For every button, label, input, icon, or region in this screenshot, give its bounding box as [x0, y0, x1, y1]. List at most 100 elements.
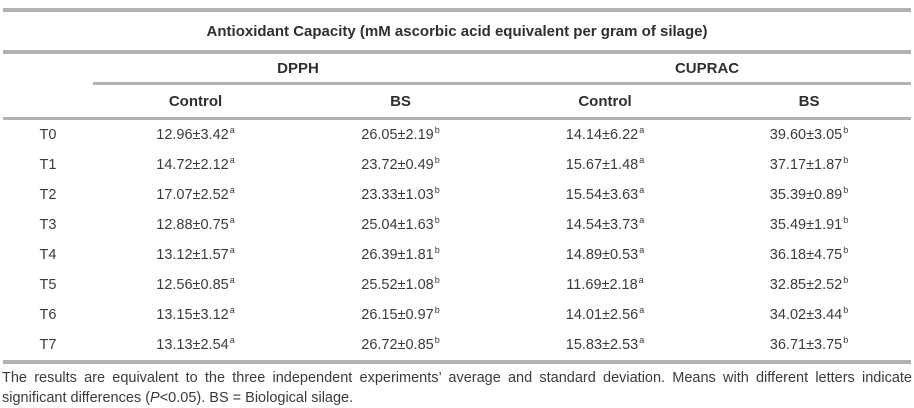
- table-cell: 12.96±3.42a: [93, 119, 298, 151]
- superscript-letter: a: [639, 155, 645, 166]
- table-cell: 35.39±0.89b: [707, 180, 911, 210]
- row-label: T0: [39, 127, 57, 143]
- superscript-letter: a: [229, 125, 235, 136]
- value-text: 12.56±0.85: [156, 277, 229, 293]
- superscript-letter: a: [229, 305, 235, 316]
- value-text: 15.54±3.63: [565, 187, 639, 203]
- table-row-t0: T0 12.96±3.42a 26.05±2.19b 14.14±6.22a 3…: [3, 119, 911, 151]
- value-text: 14.01±2.56: [565, 307, 639, 323]
- table-cell: 15.83±2.53a: [503, 330, 707, 364]
- superscript-letter: a: [639, 215, 645, 226]
- table-row-t5: T5 12.56±0.85a 25.52±1.08b 11.69±2.18a 3…: [3, 270, 911, 300]
- col-header-dpph-bs: BS: [298, 83, 503, 120]
- value-text: 11.69±2.18: [566, 277, 638, 293]
- value-text: 26.39±1.81: [361, 247, 434, 263]
- table-row-t4: T4 13.12±1.57a 26.39±1.81b 14.89±0.53a 3…: [3, 240, 911, 270]
- table-cell: 14.14±6.22a: [503, 119, 707, 151]
- value-text: 13.15±3.12: [156, 307, 229, 323]
- value-text: 14.14±6.22: [565, 127, 639, 143]
- table-cell: 39.60±3.05b: [707, 119, 911, 151]
- table-row-t7: T7 13.13±2.54a 26.72±0.85b 15.83±2.53a 3…: [3, 330, 912, 364]
- table-cell: 26.39±1.81b: [298, 240, 503, 270]
- table-cell: 26.05±2.19b: [298, 119, 503, 151]
- superscript-letter: b: [434, 245, 440, 256]
- value-text: 34.02±3.44: [769, 307, 843, 323]
- table-cell: 13.12±1.57a: [93, 240, 298, 270]
- value-text: 36.18±4.75: [769, 247, 843, 263]
- superscript-letter: b: [434, 185, 440, 196]
- table-cell: 14.54±3.73a: [503, 210, 707, 240]
- antioxidant-capacity-table: Antioxidant Capacity (mM ascorbic acid e…: [3, 8, 912, 364]
- value-text: 12.88±0.75: [156, 217, 229, 233]
- value-text: 35.39±0.89: [769, 187, 843, 203]
- superscript-letter: a: [229, 155, 235, 166]
- superscript-letter: b: [843, 125, 849, 136]
- value-text: 23.33±1.03: [361, 187, 434, 203]
- table-cell: 23.33±1.03b: [298, 180, 503, 210]
- row-label: T4: [39, 247, 57, 263]
- table-cell: 13.15±3.12a: [93, 300, 298, 330]
- group-header-row: DPPH CUPRAC: [3, 52, 912, 85]
- table-cell: 11.69±2.18a: [503, 270, 707, 300]
- superscript-letter: b: [843, 155, 849, 166]
- superscript-letter: b: [843, 245, 849, 256]
- superscript-letter: b: [434, 305, 440, 316]
- value-text: 32.85±2.52: [769, 277, 843, 293]
- table-cell: 15.54±3.63a: [503, 180, 707, 210]
- col-header-cuprac-bs: BS: [707, 83, 912, 120]
- table-cell: 12.88±0.75a: [93, 210, 298, 240]
- table-cell: 15.67±1.48a: [503, 150, 707, 180]
- value-text: 12.96±3.42: [156, 127, 229, 143]
- table-cell: 34.02±3.44b: [707, 300, 911, 330]
- table-cell: 32.85±2.52b: [707, 270, 911, 300]
- table-row-t6: T6 13.15±3.12a 26.15±0.97b 14.01±2.56a 3…: [3, 300, 911, 330]
- superscript-letter: b: [843, 275, 849, 286]
- table-cell: 26.72±0.85b: [298, 330, 503, 364]
- superscript-letter: a: [639, 185, 645, 196]
- value-text: 14.54±3.73: [565, 217, 639, 233]
- superscript-letter: a: [229, 275, 235, 286]
- value-text: 14.89±0.53: [565, 247, 639, 263]
- value-text: 26.72±0.85: [361, 337, 434, 353]
- superscript-letter: b: [434, 155, 440, 166]
- superscript-letter: a: [229, 185, 235, 196]
- value-text: 13.12±1.57: [156, 247, 229, 263]
- superscript-letter: a: [639, 305, 645, 316]
- value-text: 35.49±1.91: [769, 217, 843, 233]
- table-cell: 14.72±2.12a: [93, 150, 298, 180]
- column-header-row: Control BS Control BS: [3, 83, 912, 120]
- row-label: T3: [39, 217, 57, 233]
- row-label: T6: [39, 307, 57, 323]
- superscript-letter: b: [843, 335, 849, 346]
- table-cell: 23.72±0.49b: [298, 150, 503, 180]
- table-title-row: Antioxidant Capacity (mM ascorbic acid e…: [3, 8, 912, 54]
- superscript-letter: b: [434, 275, 440, 286]
- table-row-t2: T2 17.07±2.52a 23.33±1.03b 15.54±3.63a 3…: [3, 180, 911, 210]
- table-cell: 36.71±3.75b: [707, 330, 912, 364]
- footnote: The results are equivalent to the three …: [2, 369, 912, 408]
- value-text: 37.17±1.87: [769, 157, 843, 173]
- row-label: T7: [3, 330, 93, 364]
- table-row-t1: T1 14.72±2.12a 23.72±0.49b 15.67±1.48a 3…: [3, 150, 911, 180]
- value-text: 15.83±2.53: [565, 337, 639, 353]
- row-label: T2: [39, 187, 57, 203]
- col-header-dpph-control: Control: [93, 83, 298, 120]
- value-text: 26.15±0.97: [361, 307, 434, 323]
- value-text: 23.72±0.49: [361, 157, 434, 173]
- superscript-letter: a: [638, 275, 644, 286]
- table-title: Antioxidant Capacity (mM ascorbic acid e…: [3, 8, 912, 54]
- superscript-letter: a: [639, 245, 645, 256]
- group-header-stub: [3, 52, 93, 84]
- table-cell: 14.89±0.53a: [503, 240, 707, 270]
- value-text: 17.07±2.52: [156, 187, 229, 203]
- superscript-letter: b: [843, 215, 849, 226]
- table-cell: 36.18±4.75b: [707, 240, 911, 270]
- footnote-text-1: The results are equivalent to the three …: [2, 370, 912, 406]
- value-text: 25.52±1.08: [361, 277, 434, 293]
- row-label: T5: [39, 277, 57, 293]
- superscript-letter: b: [843, 185, 849, 196]
- footnote-text-2: <0.05). BS = Biological silage.: [159, 389, 354, 406]
- superscript-letter: a: [229, 245, 235, 256]
- table-cell: 13.13±2.54a: [93, 330, 298, 364]
